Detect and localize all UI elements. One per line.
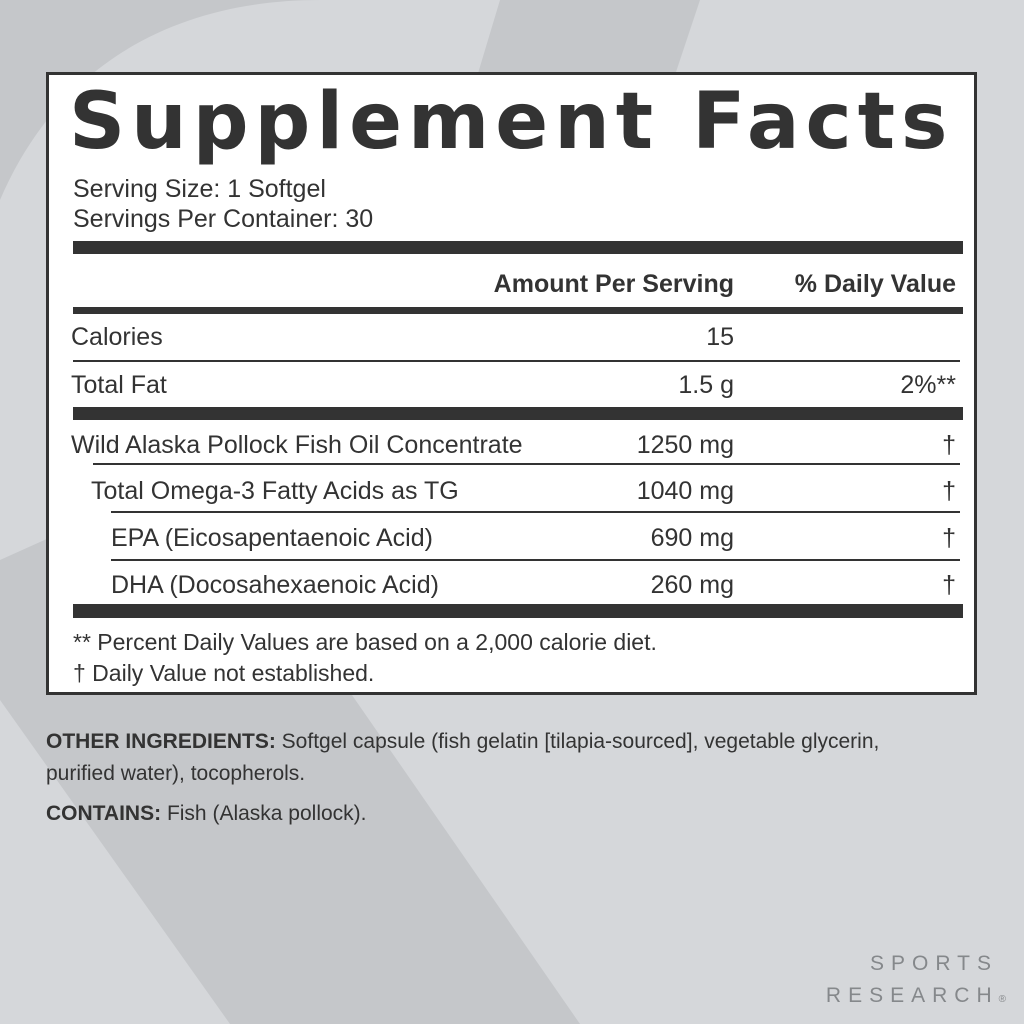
ingredient-name: Wild Alaska Pollock Fish Oil Concentrate [71, 431, 523, 459]
ingredient-row: DHA (Docosahexaenoic Acid) 260 mg † [49, 571, 974, 611]
ingredient-name: Total Omega-3 Fatty Acids as TG [91, 477, 459, 505]
divider-thin [73, 360, 960, 362]
nutrient-amount: 15 [706, 323, 734, 351]
other-ingredients: OTHER INGREDIENTS: Softgel capsule (fish… [46, 726, 946, 790]
divider-thick [73, 407, 963, 420]
contains: CONTAINS: Fish (Alaska pollock). [46, 798, 946, 830]
other-ingredients-text: Softgel capsule (fish gelatin [tilapia-s… [46, 730, 880, 785]
amount-header: Amount Per Serving [493, 270, 734, 298]
footnote: † Daily Value not established. [73, 660, 375, 686]
ingredient-amount: 690 mg [650, 524, 734, 552]
contains-text: Fish (Alaska pollock). [161, 802, 367, 825]
divider-thin [93, 463, 960, 465]
other-ingredients-label: OTHER INGREDIENTS: [46, 730, 276, 753]
ingredient-row: Wild Alaska Pollock Fish Oil Concentrate… [49, 431, 974, 471]
ingredient-amount: 1250 mg [636, 431, 734, 459]
ingredient-name: EPA (Eicosapentaenoic Acid) [111, 524, 433, 552]
ingredient-row: EPA (Eicosapentaenoic Acid) 690 mg † [49, 524, 974, 564]
panel-title: Supplement Facts [69, 77, 954, 167]
registered-mark: ® [998, 994, 1006, 1005]
serving-size: Serving Size: 1 Softgel [73, 175, 326, 203]
ingredient-dv: † [942, 477, 956, 505]
divider-thin [111, 511, 960, 513]
divider-thin [111, 559, 960, 561]
ingredient-amount: 1040 mg [636, 477, 734, 505]
divider-thick [73, 241, 963, 254]
nutrient-dv: 2%** [900, 371, 956, 399]
brand-logo-line2: RESEARCH® [826, 984, 1006, 1008]
footnote: ** Percent Daily Values are based on a 2… [73, 629, 657, 655]
brand-name: RESEARCH [825, 984, 999, 1007]
nutrient-name: Total Fat [71, 371, 167, 399]
nutrient-amount: 1.5 g [678, 371, 734, 399]
ingredient-dv: † [942, 431, 956, 459]
divider-thick [73, 604, 963, 618]
servings-per-container: Servings Per Container: 30 [73, 205, 374, 233]
nutrient-row: Calories 15 [49, 323, 974, 363]
contains-label: CONTAINS: [46, 802, 162, 825]
ingredient-amount: 260 mg [650, 571, 734, 599]
daily-value-header: % Daily Value [794, 270, 956, 298]
ingredient-name: DHA (Docosahexaenoic Acid) [111, 571, 439, 599]
divider-medium [73, 307, 963, 314]
nutrient-name: Calories [71, 323, 163, 351]
ingredient-row: Total Omega-3 Fatty Acids as TG 1040 mg … [49, 477, 974, 517]
ingredient-dv: † [942, 571, 956, 599]
supplement-facts-panel: Supplement Facts Serving Size: 1 Softgel… [46, 72, 977, 695]
brand-logo-line1: SPORTS [870, 952, 998, 975]
ingredient-dv: † [942, 524, 956, 552]
nutrient-row: Total Fat 1.5 g 2%** [49, 371, 974, 411]
